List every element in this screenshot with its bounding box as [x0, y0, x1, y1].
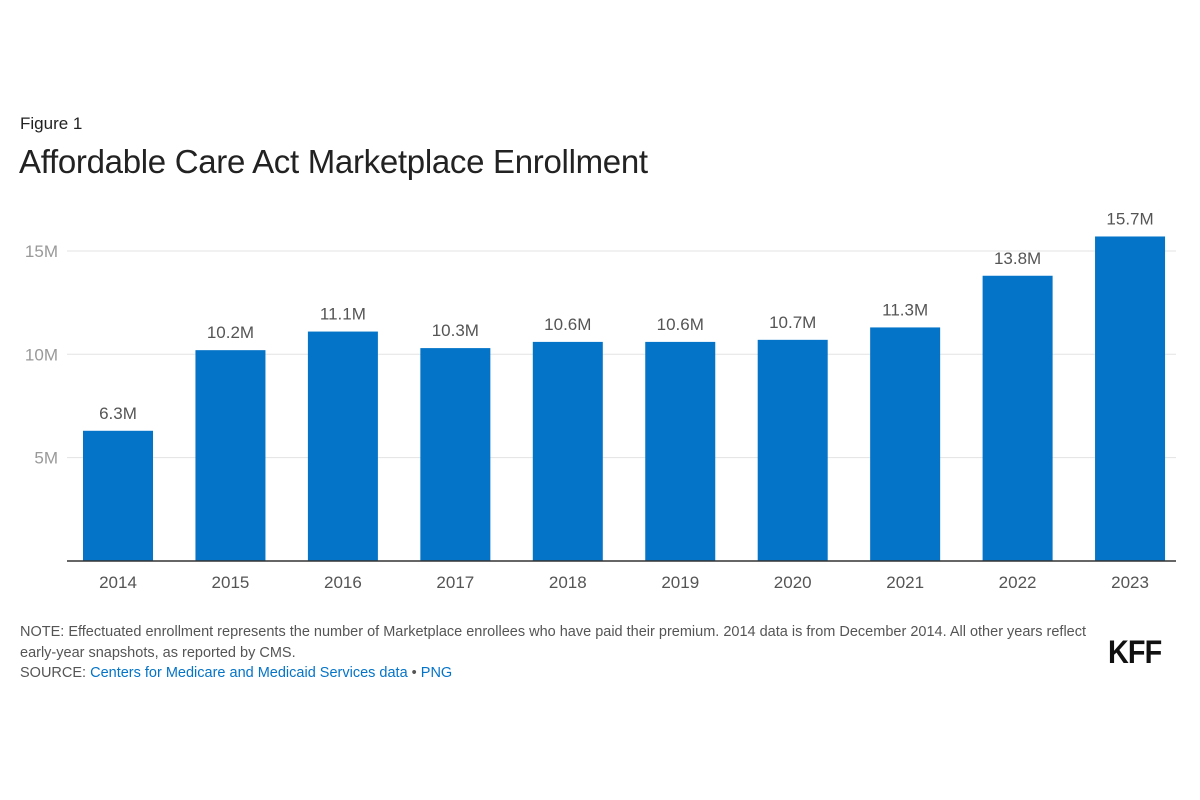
separator: • [407, 665, 421, 681]
data-label: 15.7M [1106, 209, 1153, 228]
data-label: 10.2M [207, 323, 254, 342]
x-tick-label: 2020 [774, 573, 812, 592]
y-tick-label: 5M [34, 449, 58, 468]
y-tick-label: 15M [25, 242, 58, 261]
data-label: 6.3M [99, 404, 137, 423]
data-label: 13.8M [994, 249, 1041, 268]
y-tick-label: 10M [25, 345, 58, 364]
x-tick-label: 2021 [886, 573, 924, 592]
bar-2015 [195, 350, 266, 561]
source-line: SOURCE: Centers for Medicare and Medicai… [20, 665, 452, 681]
x-tick-label: 2022 [999, 573, 1037, 592]
bar-2016 [307, 331, 378, 561]
figure-label: Figure 1 [20, 114, 83, 133]
data-label: 11.3M [882, 300, 928, 319]
bar-2023 [1095, 236, 1166, 561]
data-label: 10.6M [657, 315, 704, 334]
x-tick-label: 2018 [549, 573, 587, 592]
data-label: 10.3M [432, 321, 479, 340]
png-download-link[interactable]: PNG [420, 665, 453, 681]
x-tick-label: 2017 [436, 573, 474, 592]
source-link[interactable]: Centers for Medicare and Medicaid Servic… [90, 665, 408, 681]
x-tick-label: 2019 [661, 573, 699, 592]
bar-2014 [83, 430, 153, 561]
data-label: 10.6M [544, 315, 591, 334]
bar-2019 [645, 341, 716, 561]
x-tick-label: 2015 [212, 573, 250, 592]
chart-title: Affordable Care Act Marketplace Enrollme… [19, 143, 648, 180]
bar-2018 [532, 341, 603, 561]
data-label: 10.7M [769, 313, 816, 332]
note-text: NOTE: Effectuated enrollment represents … [20, 624, 1087, 661]
bar-2017 [420, 348, 491, 561]
x-tick-label: 2023 [1111, 573, 1149, 592]
bar-2021 [870, 327, 941, 561]
data-label: 11.1M [320, 305, 366, 324]
kff-logo: KFF [1108, 634, 1162, 670]
bar-2022 [982, 275, 1053, 561]
source-label: SOURCE: [20, 665, 91, 681]
x-tick-label: 2014 [99, 573, 137, 592]
bar-2020 [757, 339, 828, 561]
x-tick-label: 2016 [324, 573, 362, 592]
